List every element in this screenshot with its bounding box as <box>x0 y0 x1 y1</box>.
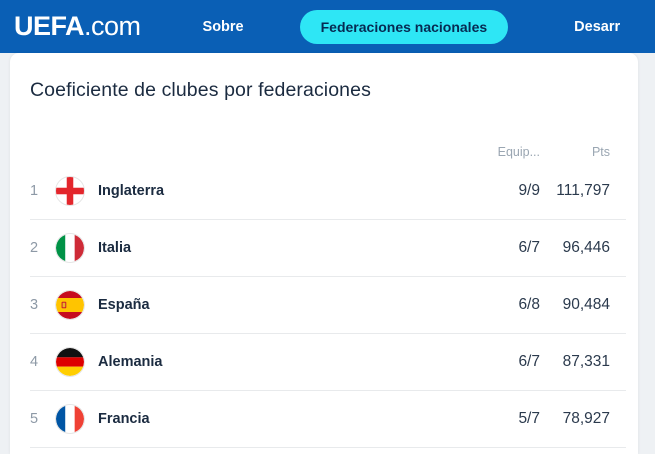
row-teams: 6/7 <box>518 239 540 256</box>
row-teams: 6/8 <box>518 296 540 313</box>
brand-name-domain: .com <box>84 11 141 41</box>
row-rank: 5 <box>30 411 39 427</box>
column-header-teams: Equip... <box>497 145 540 159</box>
flag-spain-svg <box>56 291 84 319</box>
flag-france-svg <box>56 405 84 433</box>
table-row[interactable]: 2 Italia 6/7 96,446 <box>30 220 626 277</box>
table-row[interactable]: 3 España 6/8 90,484 <box>30 277 626 334</box>
coefficient-card: Coeficiente de clubes por federaciones E… <box>10 53 638 454</box>
row-points: 87,331 <box>562 353 610 370</box>
brand-name-strong: UEFA <box>14 11 85 41</box>
row-points: 96,446 <box>562 239 610 256</box>
flag-italy-svg <box>56 234 84 262</box>
nav-item-federaciones-nacionales[interactable]: Federaciones nacionales <box>299 9 509 44</box>
table-row[interactable]: 1 Inglaterra 9/9 111,797 <box>30 163 626 220</box>
page-title: Coeficiente de clubes por federaciones <box>30 79 371 101</box>
row-rank: 4 <box>30 354 39 370</box>
row-rank: 2 <box>30 240 39 256</box>
row-points: 78,927 <box>562 410 610 427</box>
flag-france-icon <box>56 405 98 433</box>
flag-germany-icon <box>56 348 98 376</box>
nav-item-desarrollo[interactable]: Desarr <box>574 18 621 35</box>
table-header-row: Equip... Pts <box>30 125 626 163</box>
flag-germany-svg <box>56 348 84 376</box>
row-teams: 5/7 <box>518 410 540 427</box>
row-points: 111,797 <box>556 182 610 199</box>
table-row[interactable]: 4 Alemania 6/7 87,331 <box>30 334 626 391</box>
row-rank: 1 <box>30 183 39 199</box>
row-country-name: Italia <box>98 240 132 256</box>
top-navigation-bar: UEFA .com Sobre Federaciones nacionales D… <box>0 0 655 53</box>
row-teams: 6/7 <box>518 353 540 370</box>
row-country-name: Inglaterra <box>98 183 165 199</box>
flag-england-icon <box>56 177 98 205</box>
row-country-name: Francia <box>98 411 150 427</box>
uefa-logo[interactable]: UEFA .com <box>14 13 141 40</box>
flag-spain-icon <box>56 291 98 319</box>
row-rank: 3 <box>30 297 39 313</box>
table-row[interactable]: 5 Francia 5/7 78,927 <box>30 391 626 448</box>
row-points: 90,484 <box>562 296 610 313</box>
flag-england-svg <box>56 177 84 205</box>
column-header-points: Pts <box>591 145 610 159</box>
row-country-name: Alemania <box>98 354 163 370</box>
row-teams: 9/9 <box>518 182 540 199</box>
row-country-name: España <box>98 297 150 313</box>
nav-item-sobre[interactable]: Sobre <box>202 18 244 35</box>
coefficient-table: Equip... Pts 1 Inglaterra 9/9 111,797 2 <box>30 125 626 448</box>
flag-italy-icon <box>56 234 98 262</box>
